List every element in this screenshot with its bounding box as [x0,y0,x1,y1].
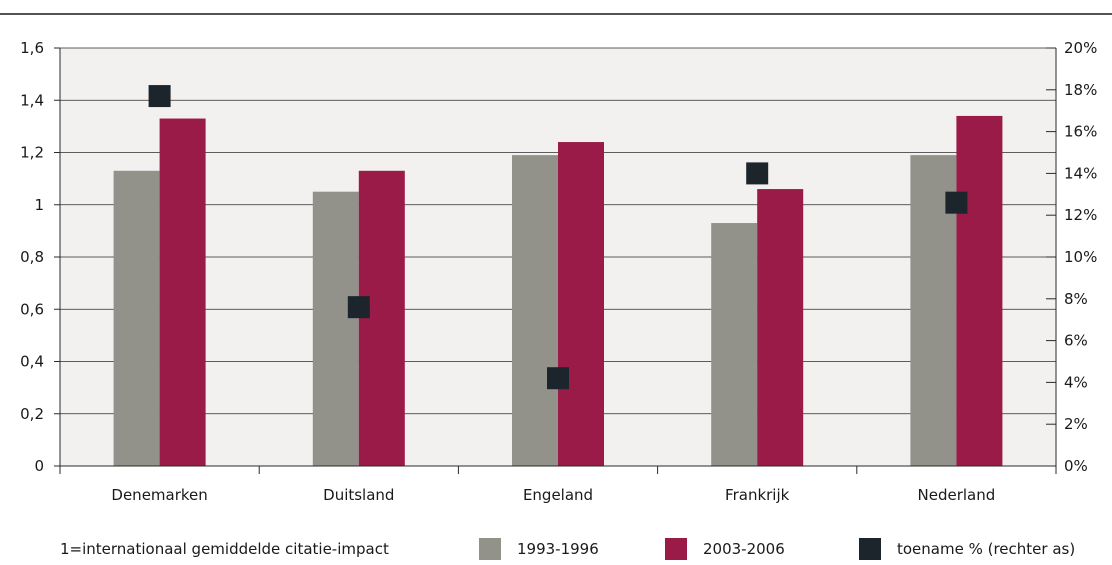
bar-1993-1996-Engeland [512,155,558,467]
marker-Duitsland [347,296,370,319]
bar-2003-2006-Frankrijk [757,189,804,466]
legend-swatch [859,538,881,560]
bar-2003-2006-Engeland [558,142,604,467]
bar-1993-1996-Frankrijk [711,223,758,466]
legend-swatch [665,538,687,560]
right-tick-label: 4% [1064,373,1088,391]
footnote: 1=internationaal gemiddelde citatie-impa… [60,540,389,558]
marker-Denemarken [148,85,171,108]
bar-1993-1996-Duitsland [312,191,359,466]
right-tick-label: 0% [1064,457,1088,475]
legend-swatch [479,538,501,560]
category-label: Frankrijk [725,486,790,504]
marker-Engeland [547,367,569,390]
markers [148,85,968,390]
right-tick-label: 20% [1064,39,1097,57]
left-tick-label: 1,6 [20,39,44,57]
left-tick-label: 1 [34,196,44,214]
legend-label: toename % (rechter as) [897,540,1075,558]
right-tick-label: 2% [1064,415,1088,433]
legend-label: 2003-2006 [703,540,785,558]
marker-Frankrijk [746,162,769,185]
right-tick-label: 18% [1064,81,1097,99]
legend-label: 1993-1996 [517,540,599,558]
left-tick-label: 0,2 [20,405,44,423]
bar-2003-2006-Duitsland [358,170,405,466]
left-tick-label: 1,4 [20,91,44,109]
marker-Nederland [945,191,968,214]
x-axis: Denemarken Duitsland Engeland Frankrijk Nede… [59,465,1057,504]
left-tick-label: 0 [34,457,44,475]
right-tick-label: 10% [1064,248,1097,266]
left-tick-label: 0,8 [20,248,44,266]
left-tick-label: 0,4 [20,353,44,371]
right-tick-label: 12% [1064,206,1097,224]
category-label: Nederland [918,486,996,504]
legend: 1=internationaal gemiddelde citatie-impa… [60,538,1075,560]
right-tick-label: 14% [1064,164,1097,182]
bar-2003-2006-Nederland [956,115,1003,467]
left-tick-label: 0,6 [20,300,44,318]
right-tick-label: 16% [1064,123,1097,141]
bar-1993-1996-Denemarken [113,170,160,466]
right-tick-label: 6% [1064,332,1088,350]
left-axis: 0 0,2 0,4 0,6 0,8 1 1,2 1,4 1,6 [20,39,61,475]
category-label: Duitsland [323,486,394,504]
category-label: Engeland [523,486,593,504]
right-tick-label: 8% [1064,290,1088,308]
left-tick-label: 1,2 [20,144,44,162]
bars [113,115,1003,467]
bar-2003-2006-Denemarken [159,118,206,466]
category-label: Denemarken [111,486,207,504]
